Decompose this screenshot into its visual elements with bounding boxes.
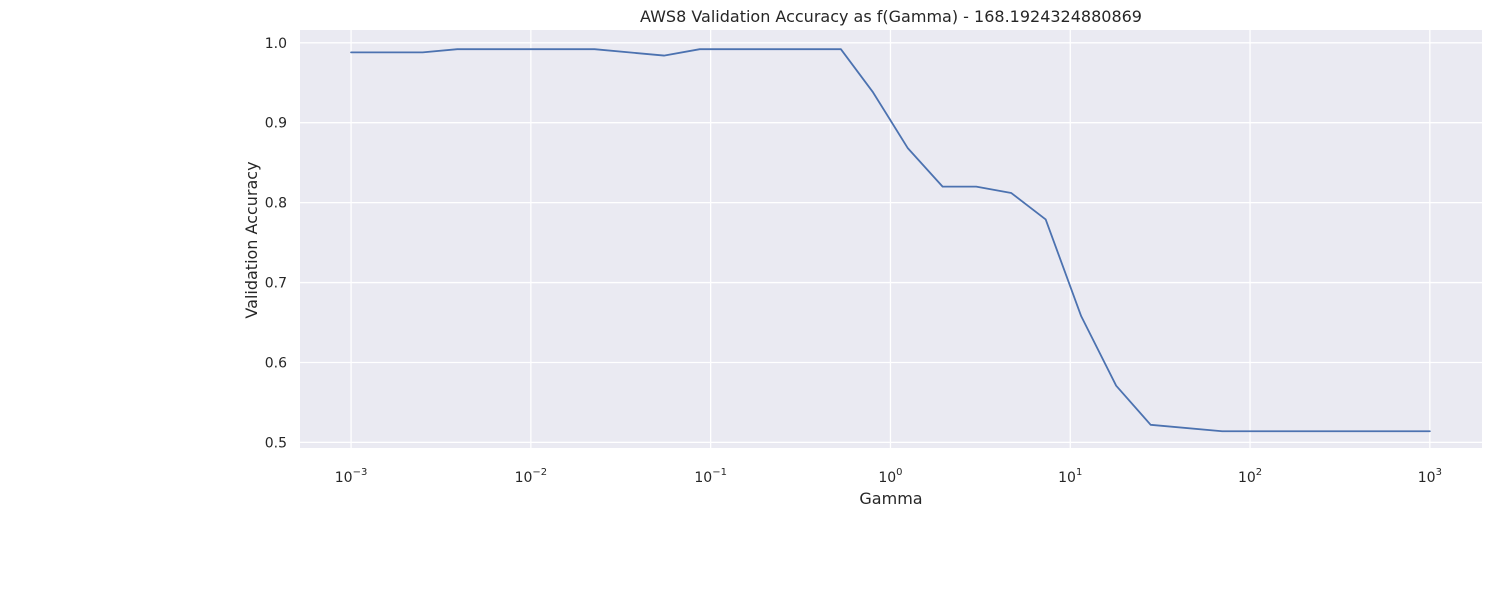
x-axis-label: Gamma xyxy=(859,489,922,508)
x-tick-label: 103 xyxy=(1418,467,1442,486)
x-gridlines xyxy=(350,30,1431,448)
y-tick-label: 0.5 xyxy=(265,435,287,451)
y-gridlines xyxy=(300,42,1482,444)
y-tick-labels: 0.5 0.6 0.7 0.8 0.9 1.0 xyxy=(265,36,287,452)
y-axis-label: Validation Accuracy xyxy=(242,161,261,318)
x-tick-label: 100 xyxy=(878,467,902,486)
x-tick-labels: 10−3 10−2 10−1 100 101 102 103 xyxy=(335,467,1442,486)
x-tick-label: 10−3 xyxy=(335,467,368,486)
y-tick-label: 0.6 xyxy=(265,355,287,371)
x-tick-label: 102 xyxy=(1238,467,1262,486)
y-tick-label: 1.0 xyxy=(265,36,287,52)
x-tick-label: 101 xyxy=(1058,467,1082,486)
series-group xyxy=(350,48,1431,433)
chart-title: AWS8 Validation Accuracy as f(Gamma) - 1… xyxy=(640,7,1142,26)
y-tick-label: 0.8 xyxy=(265,196,287,212)
y-tick-label: 0.9 xyxy=(265,116,287,132)
x-tick-label: 10−1 xyxy=(694,467,727,486)
y-tick-label: 0.7 xyxy=(265,276,287,292)
x-tick-label: 10−2 xyxy=(515,467,548,486)
series-line xyxy=(350,48,1431,433)
